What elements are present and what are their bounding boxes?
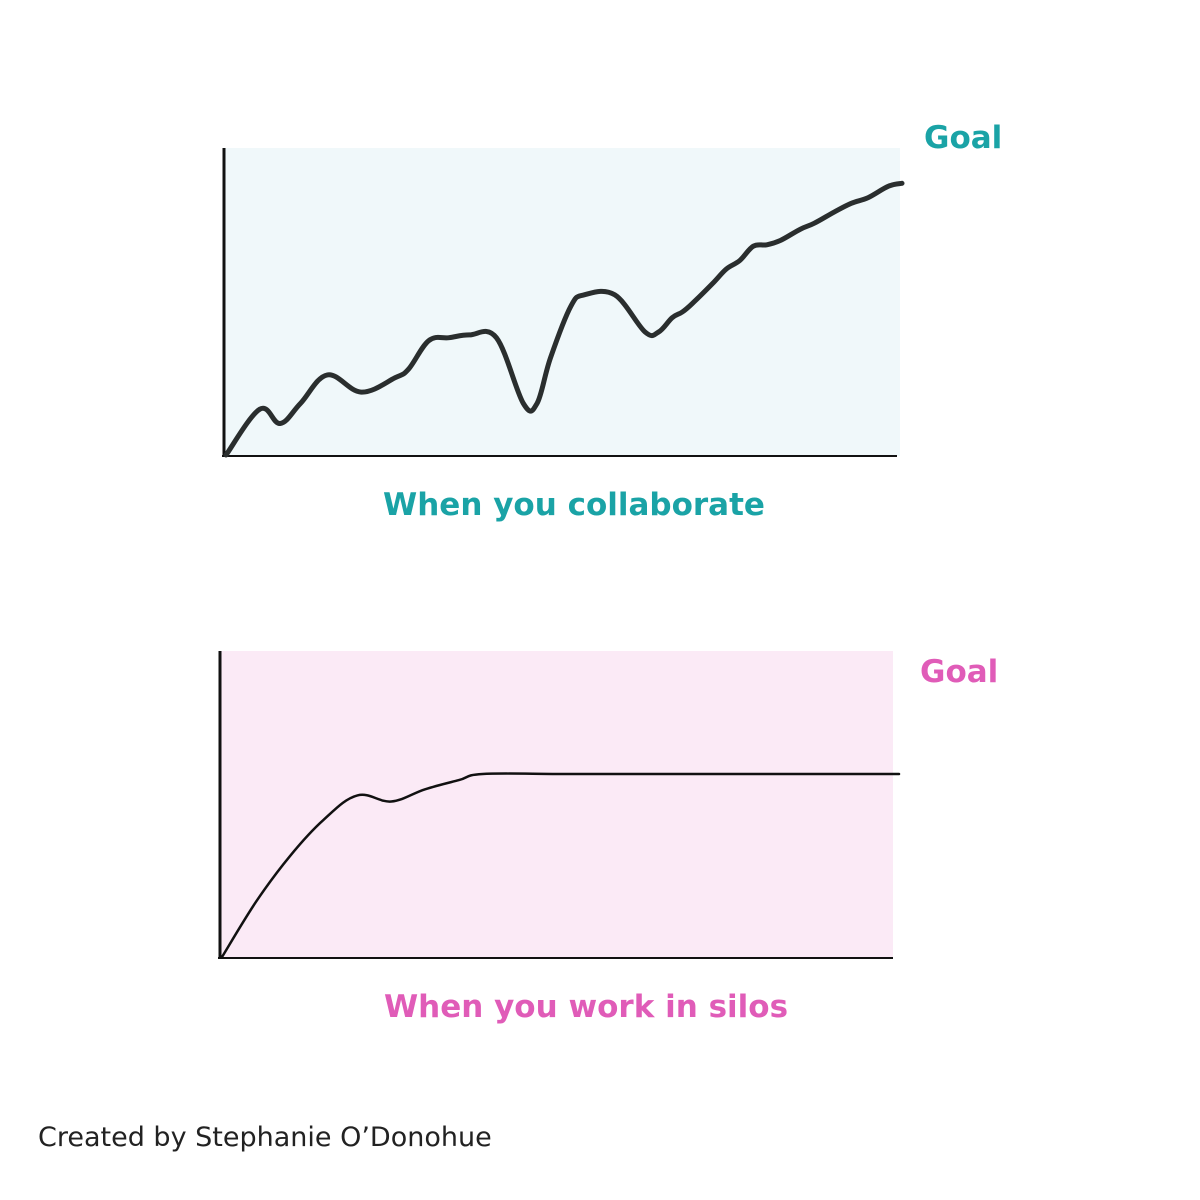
collaborate-goal-label: Goal [924, 120, 1003, 156]
collaborate-plot-area [224, 148, 900, 456]
silos-plot-area [220, 651, 893, 958]
silos-goal-label: Goal [920, 654, 999, 690]
collaborate-progress-line [223, 180, 905, 458]
collaborate-caption: When you collaborate [383, 487, 765, 523]
silos-progress-line [220, 772, 901, 959]
author-credit: Created by Stephanie O’Donohue [38, 1122, 492, 1153]
silos-caption: When you work in silos [383, 989, 789, 1025]
